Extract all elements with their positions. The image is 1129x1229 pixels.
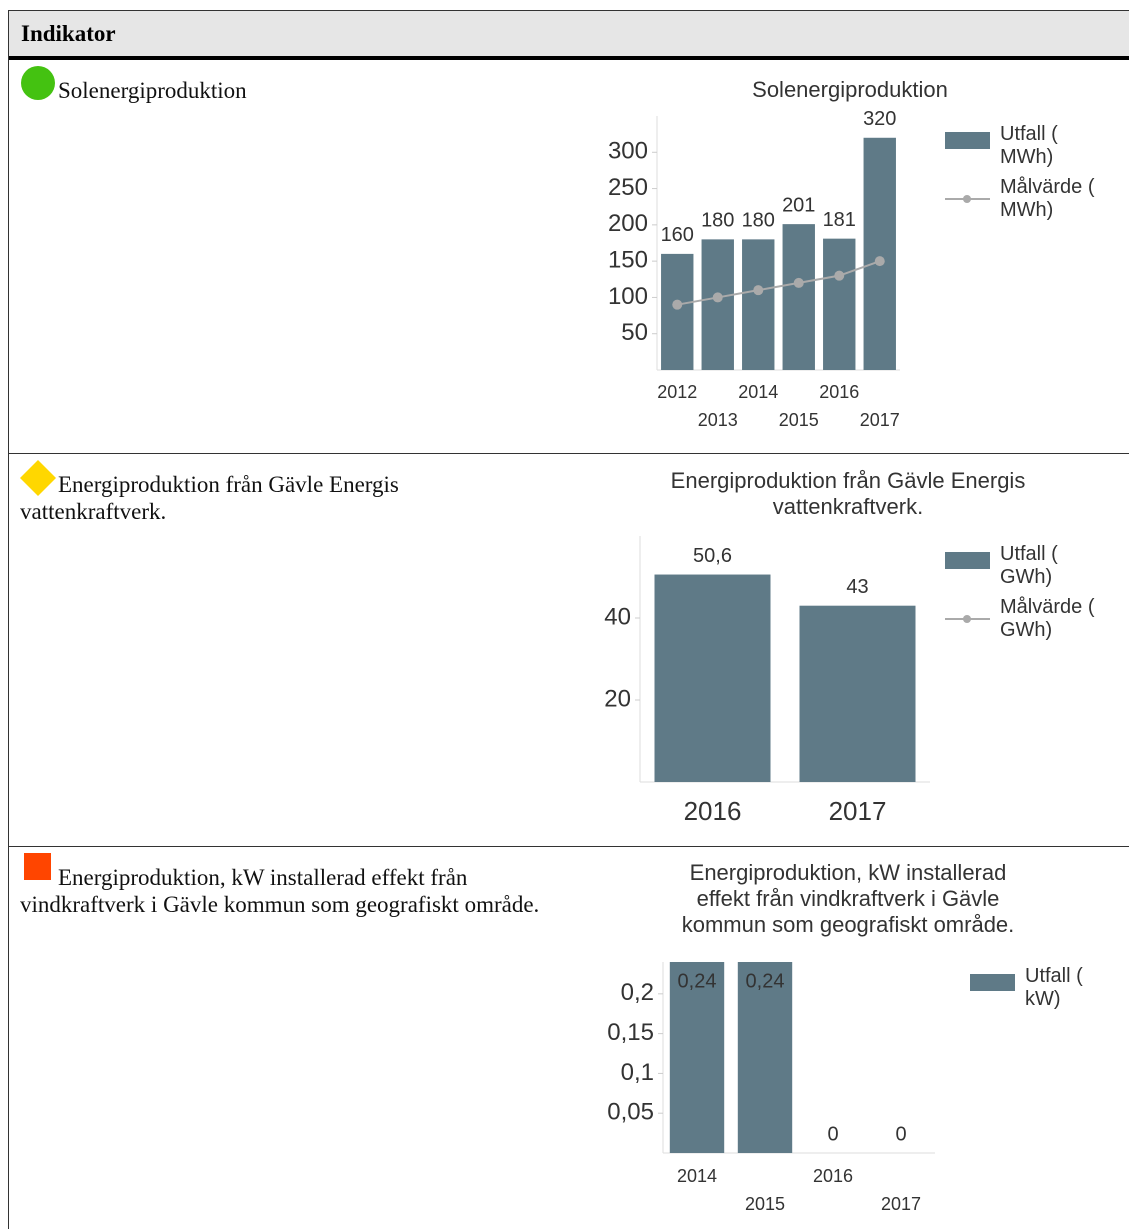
legend-point [963,195,971,203]
table-row: Energiproduktion från Gävle Energis vatt… [9,454,1129,847]
legend-label: Utfall ( GWh) [1000,543,1058,588]
y-tick-label: 0,1 [621,1059,654,1086]
bar [654,574,771,782]
indicator-text: Energiproduktion, kW installerad effekt … [20,865,540,917]
x-tick-label: 2015 [779,410,819,430]
x-tick-label: 2016 [684,796,742,826]
chart-title-line: vattenkraftverk. [772,494,924,519]
y-tick-label: 300 [608,138,648,165]
status-square [24,853,51,880]
indicator-text: Solenergiproduktion [58,78,247,103]
y-tick-label: 50 [621,319,648,346]
legend-swatch [945,132,990,149]
status-icon [20,460,58,497]
bar [799,605,916,782]
chart-title: Energiproduktion från Gävle Energis vatte… [638,468,1058,520]
x-tick-label: 2013 [698,410,738,430]
bar [782,224,815,370]
y-tick-label: 150 [608,246,648,273]
x-tick-label: 2015 [745,1194,785,1214]
target-point [834,270,845,281]
status-diamond [20,460,56,496]
value-label: 180 [742,210,775,232]
x-tick-label: 2012 [657,382,697,402]
status-shape [20,460,56,496]
value-label: 0 [827,1123,838,1145]
value-label: 0,24 [678,970,717,992]
status-icon [20,853,58,890]
chart-title: Energiproduktion, kW installerad effekt f… [648,860,1048,938]
legend-point [963,615,971,623]
indicator-label: Energiproduktion från Gävle Energis vatt… [20,460,550,525]
x-tick-label: 2014 [738,382,778,402]
chart-title-line: Energiproduktion, kW installerad [689,860,1007,885]
value-label: 43 [846,576,868,598]
bar [742,239,775,370]
value-label: 0 [895,1123,906,1145]
table-header: Indikator [9,11,1129,60]
y-tick-label: 200 [608,210,648,237]
y-tick-label: 100 [608,283,648,310]
x-tick-label: 2014 [677,1166,717,1186]
status-icon [20,66,58,103]
bar [701,239,734,370]
bar [661,253,694,370]
chart-title-line: effekt från vindkraftverk i Gävle [696,886,1000,911]
status-shape [21,66,55,100]
indicator-table: Indikator Solenergiproduktion Energiprod… [8,10,1129,1229]
value-label: 0,24 [746,970,785,992]
y-tick-label: 0,15 [607,1019,654,1046]
value-label: 180 [701,210,734,232]
chart-title-line: Solenergiproduktion [752,77,948,102]
legend-label: Målvärde ( MWh) [1000,176,1095,221]
value-label: 201 [782,194,815,216]
status-shape [24,853,51,880]
status-circle [21,66,55,100]
chart-title: Solenergiproduktion [700,77,1000,103]
table-row: Energiproduktion, kW installerad effekt … [9,847,1129,1229]
target-point [712,292,723,303]
target-point [753,285,764,296]
x-tick-label: 2017 [860,410,900,430]
value-label: 181 [823,209,856,231]
value-label: 50,6 [693,545,732,567]
x-tick-label: 2016 [819,382,859,402]
legend-label: Utfall ( MWh) [1000,123,1058,168]
legend-swatch [945,552,990,569]
y-tick-label: 250 [608,174,648,201]
chart-title-line: kommun som geografiskt område. [681,912,1015,937]
target-line [677,260,881,306]
bar [737,962,793,1153]
bar [823,238,856,370]
y-tick-label: 20 [604,685,631,712]
indicator-label: Solenergiproduktion [20,66,550,104]
bar [669,962,725,1153]
value-label: 320 [863,108,896,130]
target-point [793,277,804,288]
legend-swatch [970,974,1015,991]
value-label: 160 [661,224,694,246]
y-tick-label: 0,05 [607,1099,654,1126]
indicator-label: Energiproduktion, kW installerad effekt … [20,853,550,918]
bar [863,137,896,370]
x-tick-label: 2016 [813,1166,853,1186]
legend-label: Målvärde ( GWh) [1000,596,1095,641]
target-point [874,256,885,267]
y-tick-label: 0,2 [621,979,654,1006]
indicator-text: Energiproduktion från Gävle Energis vatt… [20,472,399,524]
target-point [672,299,683,310]
x-tick-label: 2017 [881,1194,921,1214]
legend-label: Utfall ( kW) [1025,965,1083,1010]
chart-title-line: Energiproduktion från Gävle Energis [670,468,1026,493]
y-tick-label: 40 [604,603,631,630]
table-row: Solenergiproduktion [9,60,1129,454]
x-tick-label: 2017 [829,796,887,826]
